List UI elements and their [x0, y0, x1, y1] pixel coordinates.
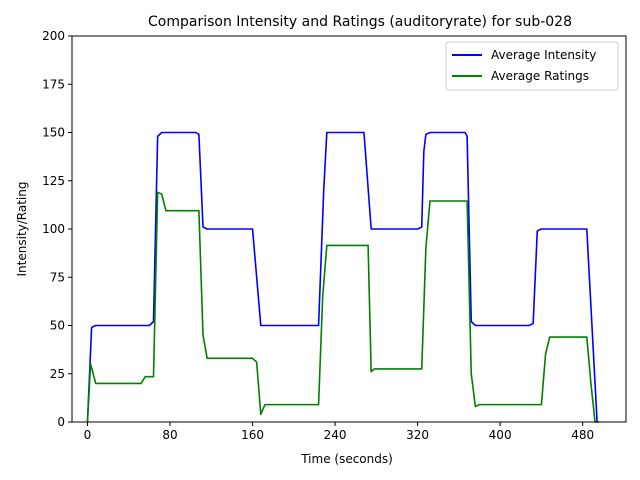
legend-box	[445, 41, 619, 91]
y-tick-label: 200	[42, 29, 65, 43]
x-tick-label: 160	[241, 428, 264, 442]
y-tick-label: 100	[42, 222, 65, 236]
x-tick-label: 400	[489, 428, 512, 442]
y-axis-label: Intensity/Rating	[15, 182, 29, 277]
plot-area	[86, 131, 600, 423]
legend: Average Intensity Average Ratings	[445, 41, 619, 91]
x-tick-label: 320	[406, 428, 429, 442]
chart-title: Comparison Intensity and Ratings (audito…	[148, 14, 572, 30]
axes: 0 80 160 240 320 400 480 0 25 50 75 100 125 150 175 200	[42, 29, 627, 442]
y-tick-label: 50	[50, 319, 65, 333]
x-tick-label: 80	[162, 428, 177, 442]
series-line-average-ratings	[86, 191, 600, 423]
y-tick-label: 175	[42, 77, 65, 91]
legend-label-average-ratings: Average Ratings	[491, 69, 589, 83]
legend-label-average-intensity: Average Intensity	[491, 48, 596, 62]
x-axis-label: Time (seconds)	[300, 452, 393, 466]
y-tick-label: 75	[50, 270, 65, 284]
y-tick-label: 125	[42, 174, 65, 188]
y-tick-label: 150	[42, 126, 65, 140]
y-tick-label: 0	[57, 415, 65, 429]
series-line-average-intensity	[86, 131, 598, 423]
y-tick-label: 25	[50, 367, 65, 381]
x-tick-label: 0	[84, 428, 92, 442]
x-tick-label: 480	[571, 428, 594, 442]
x-tick-label: 240	[324, 428, 347, 442]
